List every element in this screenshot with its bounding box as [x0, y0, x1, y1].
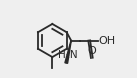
Text: OH: OH: [99, 35, 116, 45]
Text: H₂N: H₂N: [58, 50, 77, 60]
Polygon shape: [65, 40, 71, 63]
Text: O: O: [88, 46, 97, 56]
